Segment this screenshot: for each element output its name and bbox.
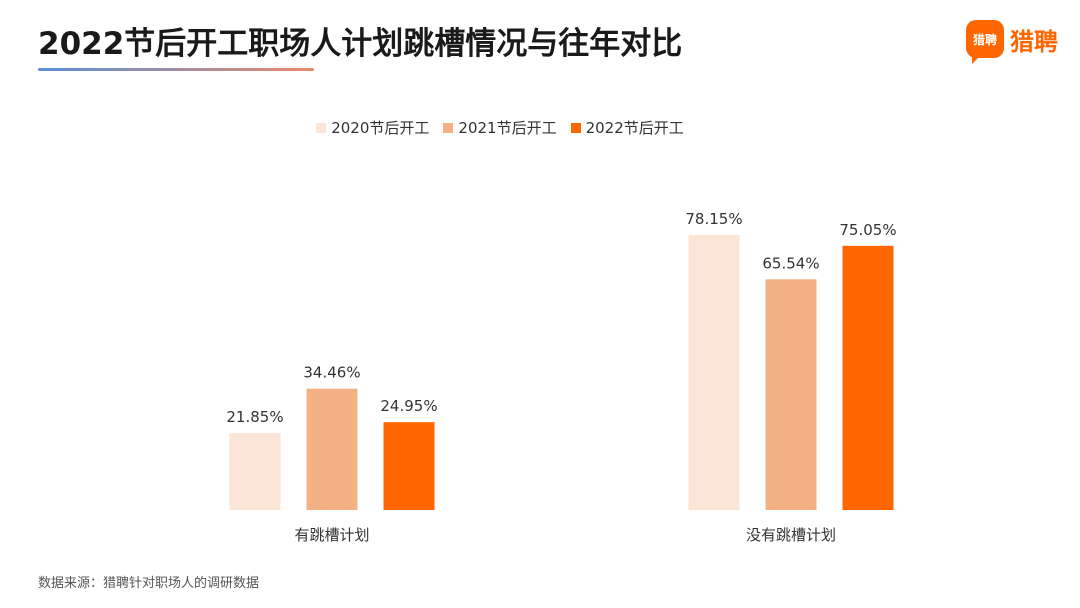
logo-text: 猎聘 xyxy=(1010,27,1058,56)
speech-bubble-logo-icon: 猎聘 xyxy=(966,20,1004,64)
legend-swatch-2021 xyxy=(443,122,454,133)
category-label-0: 有跳槽计划 xyxy=(294,526,369,544)
legend-label-2021: 2021节后开工 xyxy=(458,119,557,137)
bar-1-1 xyxy=(765,279,817,510)
data-label-0-1: 34.46% xyxy=(303,364,360,382)
legend-item-2021: 2021节后开工 xyxy=(443,117,557,138)
data-label-1-2: 75.05% xyxy=(839,221,896,239)
bar-0-1 xyxy=(306,388,358,510)
bar-1-2 xyxy=(842,245,894,510)
data-label-0-2: 24.95% xyxy=(380,397,437,415)
legend-item-2020: 2020节后开工 xyxy=(316,117,429,138)
legend-swatch-2022 xyxy=(570,122,581,133)
title-underline xyxy=(38,68,314,71)
data-source-note: 数据来源：猎聘针对职场人的调研数据 xyxy=(38,576,260,591)
logo-mark-text: 猎聘 xyxy=(972,32,997,47)
legend-swatch-2020 xyxy=(316,122,327,133)
legend-label-2022: 2022节后开工 xyxy=(585,119,684,137)
data-label-0-0: 21.85% xyxy=(226,408,283,426)
bar-0-0 xyxy=(229,433,281,510)
data-label-1-0: 78.15% xyxy=(685,210,742,228)
legend-label-2020: 2020节后开工 xyxy=(331,119,430,137)
data-label-1-1: 65.54% xyxy=(762,254,819,272)
legend-item-2022: 2022节后开工 xyxy=(570,117,684,138)
bar-0-2 xyxy=(383,422,435,510)
bar-1-0 xyxy=(688,234,740,511)
chart-legend: 2020节后开工 2021节后开工 2022节后开工 xyxy=(0,117,1000,138)
page-title: 2022节后开工职场人计划跳槽情况与往年对比 xyxy=(38,26,683,62)
category-label-1: 没有跳槽计划 xyxy=(746,526,836,544)
brand-logo: 猎聘 猎聘 xyxy=(966,20,1058,64)
